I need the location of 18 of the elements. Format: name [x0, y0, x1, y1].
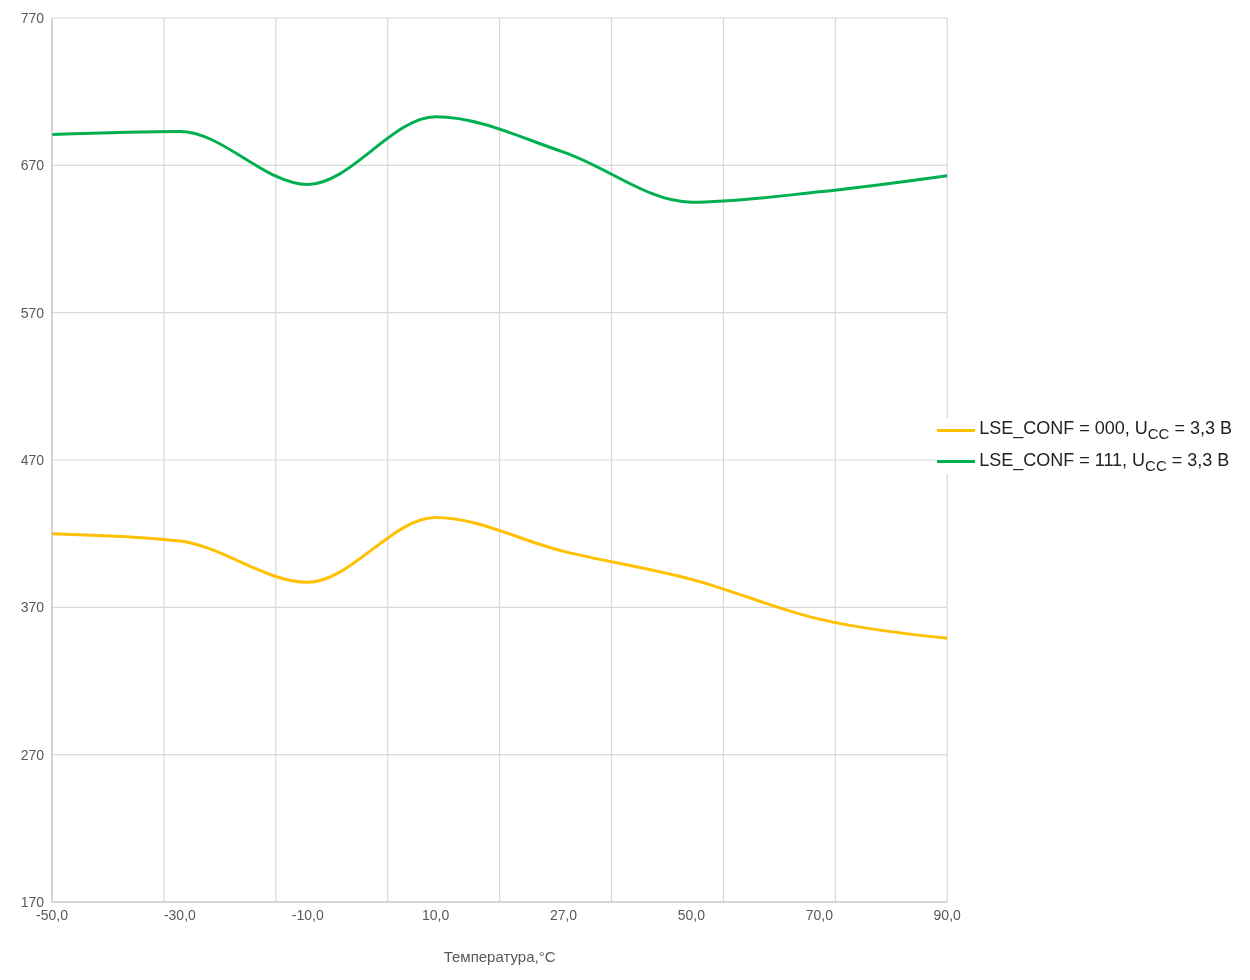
- y-tick-label: 570: [20, 304, 45, 321]
- x-tick-label: 10,0: [422, 906, 450, 923]
- x-tick-label: 50,0: [677, 906, 706, 923]
- y-tick-label: 670: [20, 157, 45, 174]
- x-tick-label: -10,0: [291, 906, 324, 923]
- y-tick-label: 770: [20, 9, 45, 26]
- y-tick-label: 470: [20, 451, 45, 468]
- line-series: [50, 115, 949, 204]
- line-series: [50, 515, 949, 640]
- legend-label: LSE_CONF = 111, U$_{CC}$ = 3,3 В: [979, 450, 1230, 474]
- y-tick-label: 270: [20, 746, 45, 763]
- x-tick-label: 27,0: [549, 906, 578, 923]
- x-tick-label: -30,0: [163, 906, 197, 923]
- x-tick-label: 70,0: [805, 906, 834, 923]
- legend-label: LSE_CONF = 000, U$_{CC}$ = 3,3 В: [979, 418, 1232, 442]
- x-axis-title: Температура,°C: [443, 948, 556, 965]
- y-tick-label: 370: [20, 599, 45, 616]
- x-tick-label: 90,0: [933, 906, 962, 923]
